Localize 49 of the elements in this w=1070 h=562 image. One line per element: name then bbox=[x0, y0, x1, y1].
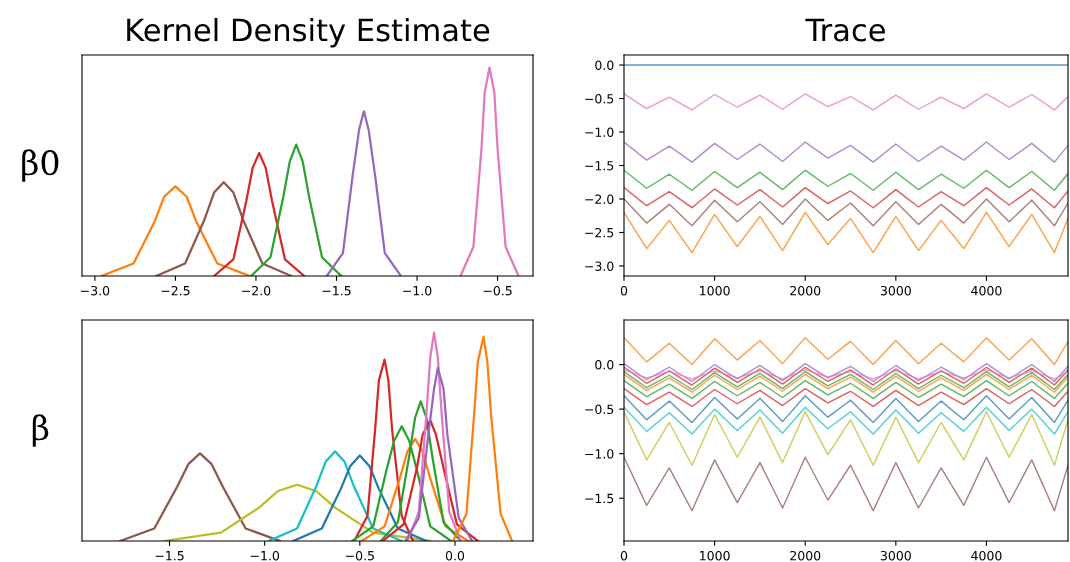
x-tick-label: 0.0 bbox=[445, 550, 465, 561]
line-series bbox=[624, 406, 1068, 435]
chart-title: Kernel Density Estimate bbox=[127, 17, 490, 48]
x-tick-label: 2000 bbox=[790, 285, 821, 296]
line-series bbox=[624, 411, 1068, 466]
x-tick-label: −1.0 bbox=[250, 550, 280, 561]
y-axis-title: β0 bbox=[22, 149, 59, 182]
line-series bbox=[624, 456, 1068, 512]
chart-title: Trace bbox=[805, 18, 885, 42]
line-series bbox=[624, 141, 1068, 163]
y-tick-label: 0.0 bbox=[595, 360, 614, 370]
x-tick-label: 0 bbox=[620, 550, 628, 561]
y-tick-label: −2.5 bbox=[585, 227, 614, 238]
line-series bbox=[624, 211, 1068, 254]
y-axis-title: β bbox=[32, 414, 49, 447]
x-tick-label: −0.5 bbox=[483, 285, 512, 296]
y-tick-label: −1.0 bbox=[585, 449, 614, 459]
x-tick-label: 2000 bbox=[790, 550, 821, 561]
line-series bbox=[624, 395, 1068, 424]
line-series bbox=[624, 369, 1068, 380]
x-tick-label: −3.0 bbox=[81, 285, 110, 296]
x-tick-label: 1000 bbox=[700, 285, 730, 296]
line-series bbox=[624, 387, 1068, 408]
line-series bbox=[624, 93, 1068, 111]
x-tick-label: −0.5 bbox=[345, 550, 374, 561]
y-tick-label: −1.0 bbox=[585, 127, 614, 137]
x-tick-label: 0 bbox=[620, 285, 628, 296]
x-tick-label: 4000 bbox=[971, 285, 1002, 296]
x-tick-label: −1.5 bbox=[155, 551, 184, 561]
y-tick-label: −1.5 bbox=[585, 493, 614, 504]
x-tick-label: −1.5 bbox=[322, 286, 351, 296]
x-tick-label: 1000 bbox=[700, 550, 730, 561]
x-tick-label: 3000 bbox=[880, 550, 911, 561]
line-series bbox=[624, 198, 1068, 227]
y-tick-label: −0.5 bbox=[585, 94, 614, 104]
line-series bbox=[624, 186, 1068, 209]
line-series bbox=[624, 169, 1068, 191]
y-tick-label: −2.0 bbox=[585, 194, 614, 204]
x-tick-label: −1.0 bbox=[403, 285, 432, 296]
y-tick-label: −3.0 bbox=[585, 261, 614, 271]
x-tick-label: −2.5 bbox=[161, 285, 190, 296]
x-tick-label: 4000 bbox=[971, 550, 1002, 561]
y-tick-label: −0.5 bbox=[585, 404, 614, 415]
x-tick-label: 3000 bbox=[880, 285, 911, 296]
line-series bbox=[624, 379, 1068, 400]
line-series bbox=[624, 337, 1068, 366]
x-tick-label: −2.0 bbox=[242, 285, 271, 296]
y-tick-label: 0.0 bbox=[595, 60, 614, 70]
y-tick-label: −1.5 bbox=[585, 161, 614, 171]
